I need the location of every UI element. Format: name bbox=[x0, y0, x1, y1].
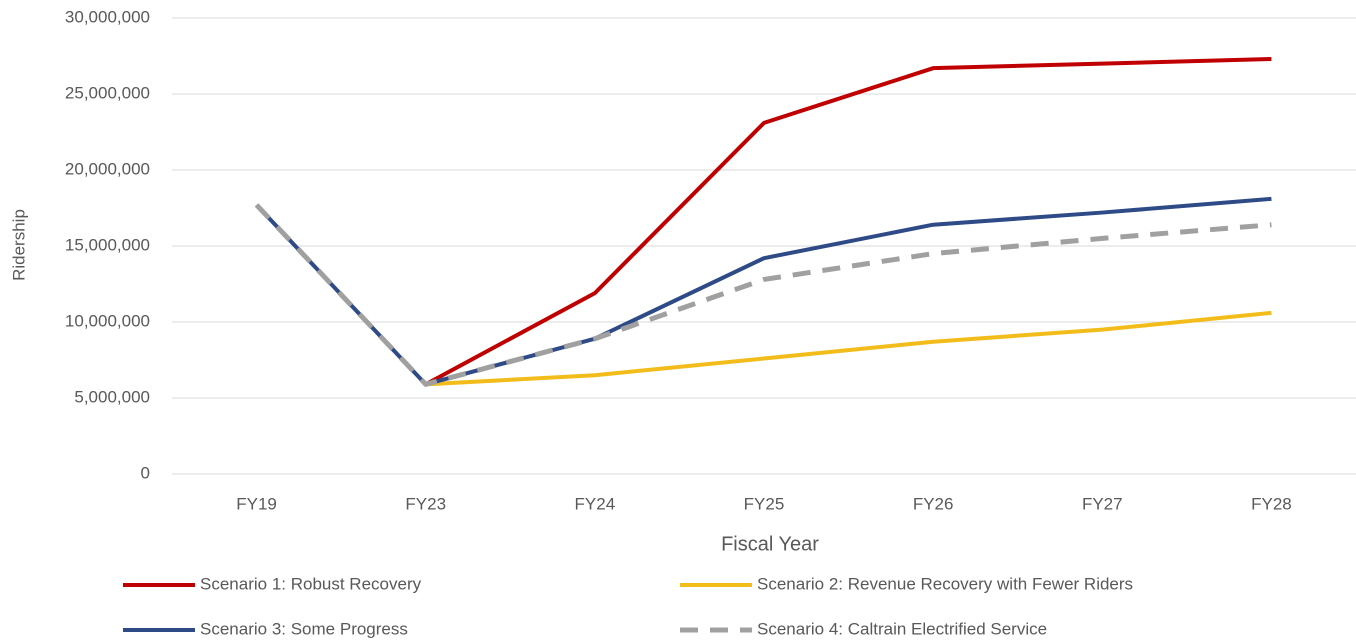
legend-label: Scenario 1: Robust Recovery bbox=[200, 574, 422, 593]
x-tick-label: FY28 bbox=[1251, 494, 1292, 513]
x-tick-label: FY24 bbox=[575, 494, 616, 513]
legend-label: Scenario 4: Caltrain Electrified Service bbox=[757, 619, 1047, 638]
y-tick-label: 20,000,000 bbox=[65, 159, 150, 178]
y-tick-label: 25,000,000 bbox=[65, 83, 150, 102]
y-tick-label: 10,000,000 bbox=[65, 311, 150, 330]
x-tick-label: FY23 bbox=[405, 494, 446, 513]
y-axis-title: Ridership bbox=[9, 209, 28, 281]
legend-label: Scenario 3: Some Progress bbox=[200, 619, 408, 638]
series-line bbox=[254, 203, 1272, 387]
x-tick-label: FY25 bbox=[744, 494, 785, 513]
y-tick-label: 15,000,000 bbox=[65, 235, 150, 254]
series-line bbox=[424, 57, 1272, 387]
y-tick-label: 0 bbox=[141, 463, 150, 482]
x-tick-label: FY26 bbox=[913, 494, 954, 513]
y-tick-label: 5,000,000 bbox=[74, 387, 150, 406]
legend-label: Scenario 2: Revenue Recovery with Fewer … bbox=[757, 574, 1133, 593]
y-tick-label: 30,000,000 bbox=[65, 7, 150, 26]
series-line bbox=[425, 310, 1272, 387]
x-tick-label: FY27 bbox=[1082, 494, 1123, 513]
x-tick-label: FY19 bbox=[236, 494, 277, 513]
x-axis-title: Fiscal Year bbox=[721, 533, 819, 555]
